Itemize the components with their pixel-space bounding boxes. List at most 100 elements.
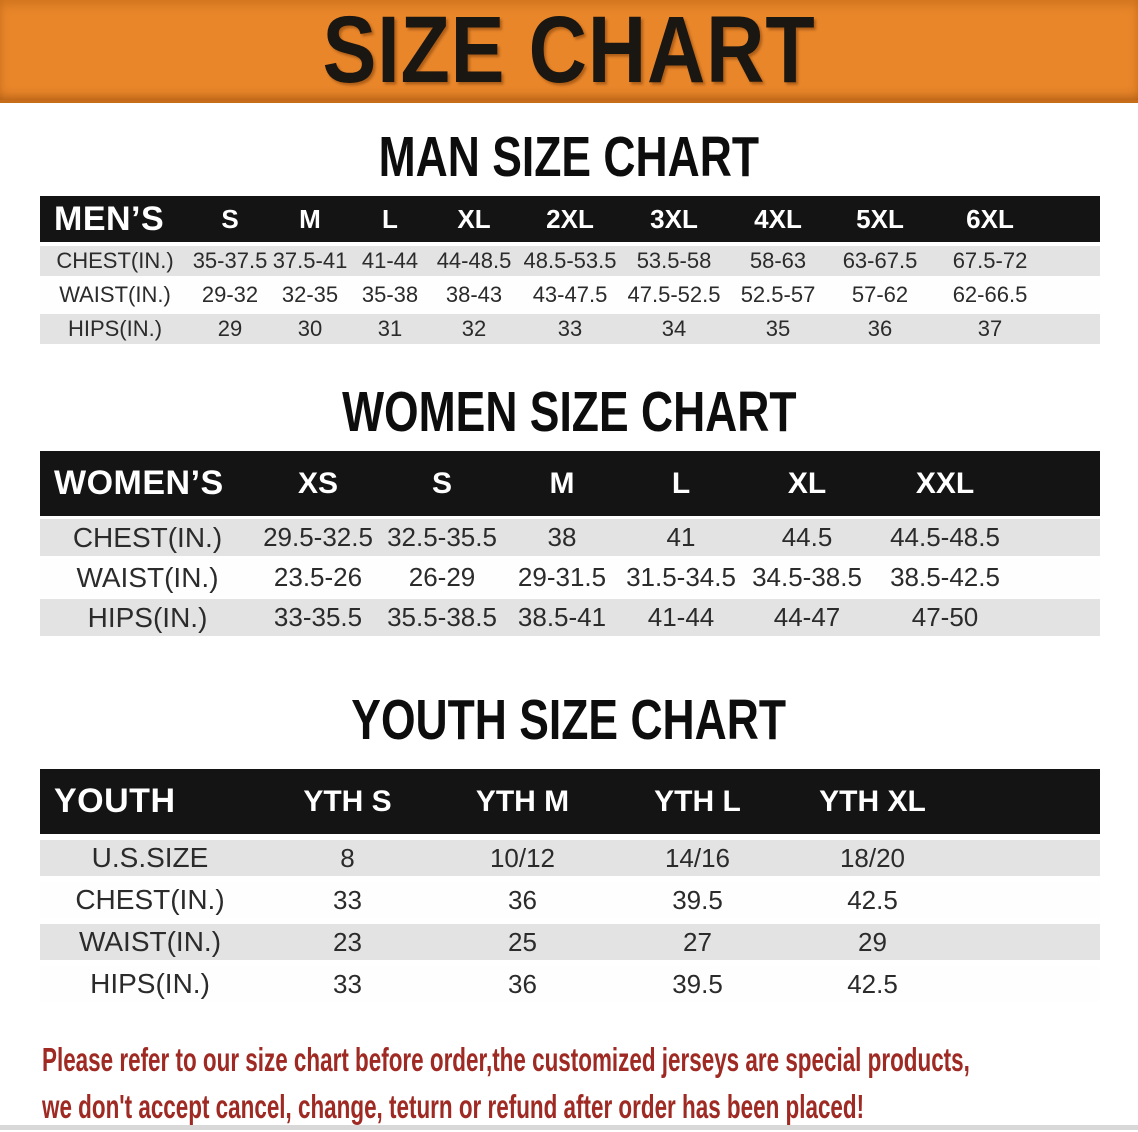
men-cell: 52.5-57 (740, 282, 816, 307)
men-cell: 32-35 (281, 282, 339, 307)
women-size-header: L (671, 466, 691, 500)
men-cell: 58-63 (749, 248, 807, 273)
footer-note-line-1: Please refer to our size chart before or… (42, 1041, 970, 1078)
women-cell: 32.5-35.5 (387, 522, 497, 552)
youth-cell: 36 (508, 884, 537, 915)
men-cell: 33 (557, 316, 583, 341)
women-cell: 41-44 (647, 602, 715, 632)
women-cell: 29.5-32.5 (263, 522, 373, 552)
men-cell: 32 (461, 316, 487, 341)
men-cell: 38-43 (445, 282, 503, 307)
women-cell: 26-29 (408, 562, 476, 592)
youth-table-title: YOUTH (54, 782, 176, 820)
women-cell: 44.5 (781, 522, 833, 552)
youth-cell: 39.5 (672, 968, 723, 999)
men-cell: 37.5-41 (272, 248, 348, 273)
men-cell: 35-37.5 (192, 248, 268, 273)
women-cell: 41 (666, 522, 696, 552)
men-cell: 63-67.5 (842, 248, 918, 273)
men-cell: 41-44 (361, 248, 419, 273)
row-label: WAIST(IN.) (59, 282, 171, 307)
women-cell: 29-31.5 (517, 562, 607, 592)
women-heading-text: WOMEN SIZE CHART (341, 380, 797, 444)
row-label: CHEST(IN.) (75, 884, 225, 915)
youth-cell: 18/20 (839, 842, 906, 873)
men-cell: 29 (217, 316, 243, 341)
men-cell: 29-32 (201, 282, 259, 307)
row-label: HIPS(IN.) (90, 968, 210, 999)
row-label: WAIST(IN.) (76, 561, 219, 593)
women-size-header: S (431, 466, 452, 500)
youth-cell: 42.5 (847, 884, 898, 915)
men-section-heading: MAN SIZE CHART (0, 129, 1138, 186)
men-size-header: XL (457, 203, 491, 234)
row-label: U.S.SIZE (91, 842, 209, 873)
men-table-header-row: MEN’S S M L XL 2XL 3XL 4XL 5XL 6XL (40, 196, 1100, 242)
youth-cell: 33 (333, 968, 362, 999)
women-size-header: XXL (915, 466, 975, 500)
women-cell: 44.5-48.5 (890, 522, 1000, 552)
women-size-header: M (549, 466, 575, 500)
youth-section-heading: YOUTH SIZE CHART (0, 692, 1138, 749)
row-label: WAIST(IN.) (78, 926, 222, 957)
youth-table-header-row: YOUTH YTH S YTH M YTH L YTH XL (40, 769, 1100, 834)
women-cell: 33-35.5 (273, 602, 363, 632)
women-hips-row: HIPS(IN.) 33-35.5 35.5-38.5 38.5-41 41-4… (40, 599, 1100, 636)
youth-size-table: YOUTH YTH S YTH M YTH L YTH XL U.S.SIZE … (40, 769, 1100, 1002)
women-chest-row: CHEST(IN.) 29.5-32.5 32.5-35.5 38 41 44.… (40, 519, 1100, 556)
youth-cell: 27 (683, 926, 712, 957)
men-hips-row: HIPS(IN.) 29 30 31 32 33 34 35 36 37 (40, 314, 1100, 344)
men-chest-row: CHEST(IN.) 35-37.5 37.5-41 41-44 44-48.5… (40, 246, 1100, 276)
men-size-header: 6XL (966, 203, 1014, 234)
men-size-header: 5XL (856, 203, 904, 234)
row-label: CHEST(IN.) (56, 248, 174, 273)
men-size-header: S (221, 203, 239, 234)
men-size-header: L (382, 203, 398, 234)
men-cell: 48.5-53.5 (523, 248, 617, 273)
men-heading-text: MAN SIZE CHART (378, 125, 760, 189)
women-size-header: XL (787, 466, 827, 500)
men-size-header: 2XL (546, 203, 594, 234)
youth-ussize-row: U.S.SIZE 8 10/12 14/16 18/20 (40, 840, 1100, 876)
youth-size-header: YTH S (303, 784, 392, 818)
youth-chest-row: CHEST(IN.) 33 36 39.5 42.5 (40, 882, 1100, 918)
row-label: HIPS(IN.) (67, 316, 163, 341)
women-size-table: WOMEN’S XS S M L XL XXL CHEST(IN.) 29.5-… (40, 451, 1100, 636)
men-cell: 31 (377, 316, 403, 341)
men-waist-row: WAIST(IN.) 29-32 32-35 35-38 38-43 43-47… (40, 280, 1100, 310)
men-size-header: 3XL (650, 203, 698, 234)
women-cell: 38.5-41 (517, 602, 607, 632)
women-cell: 23.5-26 (273, 562, 363, 592)
youth-waist-row: WAIST(IN.) 23 25 27 29 (40, 924, 1100, 960)
youth-heading-text: YOUTH SIZE CHART (351, 688, 787, 752)
footer-note: Please refer to our size chart before or… (42, 1036, 1138, 1130)
women-cell: 44-47 (773, 602, 841, 632)
men-cell: 47.5-52.5 (627, 282, 721, 307)
men-cell: 62-66.5 (952, 282, 1028, 307)
row-label: CHEST(IN.) (72, 521, 223, 553)
banner: SIZE CHART (0, 0, 1138, 103)
men-cell: 34 (661, 316, 687, 341)
men-cell: 30 (297, 316, 323, 341)
bottom-divider (0, 1125, 1138, 1130)
women-table-header-row: WOMEN’S XS S M L XL XXL (40, 451, 1100, 516)
women-cell: 31.5-34.5 (626, 562, 736, 592)
footer-note-line-2: we don't accept cancel, change, teturn o… (42, 1088, 865, 1125)
youth-cell: 33 (333, 884, 362, 915)
youth-cell: 25 (508, 926, 537, 957)
women-section-heading: WOMEN SIZE CHART (0, 384, 1138, 441)
youth-cell: 23 (333, 926, 362, 957)
youth-hips-row: HIPS(IN.) 33 36 39.5 42.5 (40, 966, 1100, 1002)
men-cell: 53.5-58 (636, 248, 712, 273)
men-cell: 43-47.5 (532, 282, 608, 307)
youth-cell: 42.5 (847, 968, 898, 999)
youth-cell: 39.5 (672, 884, 723, 915)
men-cell: 67.5-72 (952, 248, 1028, 273)
men-cell: 57-62 (851, 282, 909, 307)
men-cell: 44-48.5 (436, 248, 512, 273)
youth-size-header: YTH XL (819, 784, 926, 818)
men-cell: 35-38 (361, 282, 419, 307)
women-table-title: WOMEN’S (54, 464, 224, 502)
youth-cell: 10/12 (489, 842, 556, 873)
women-cell: 34.5-38.5 (752, 562, 862, 592)
